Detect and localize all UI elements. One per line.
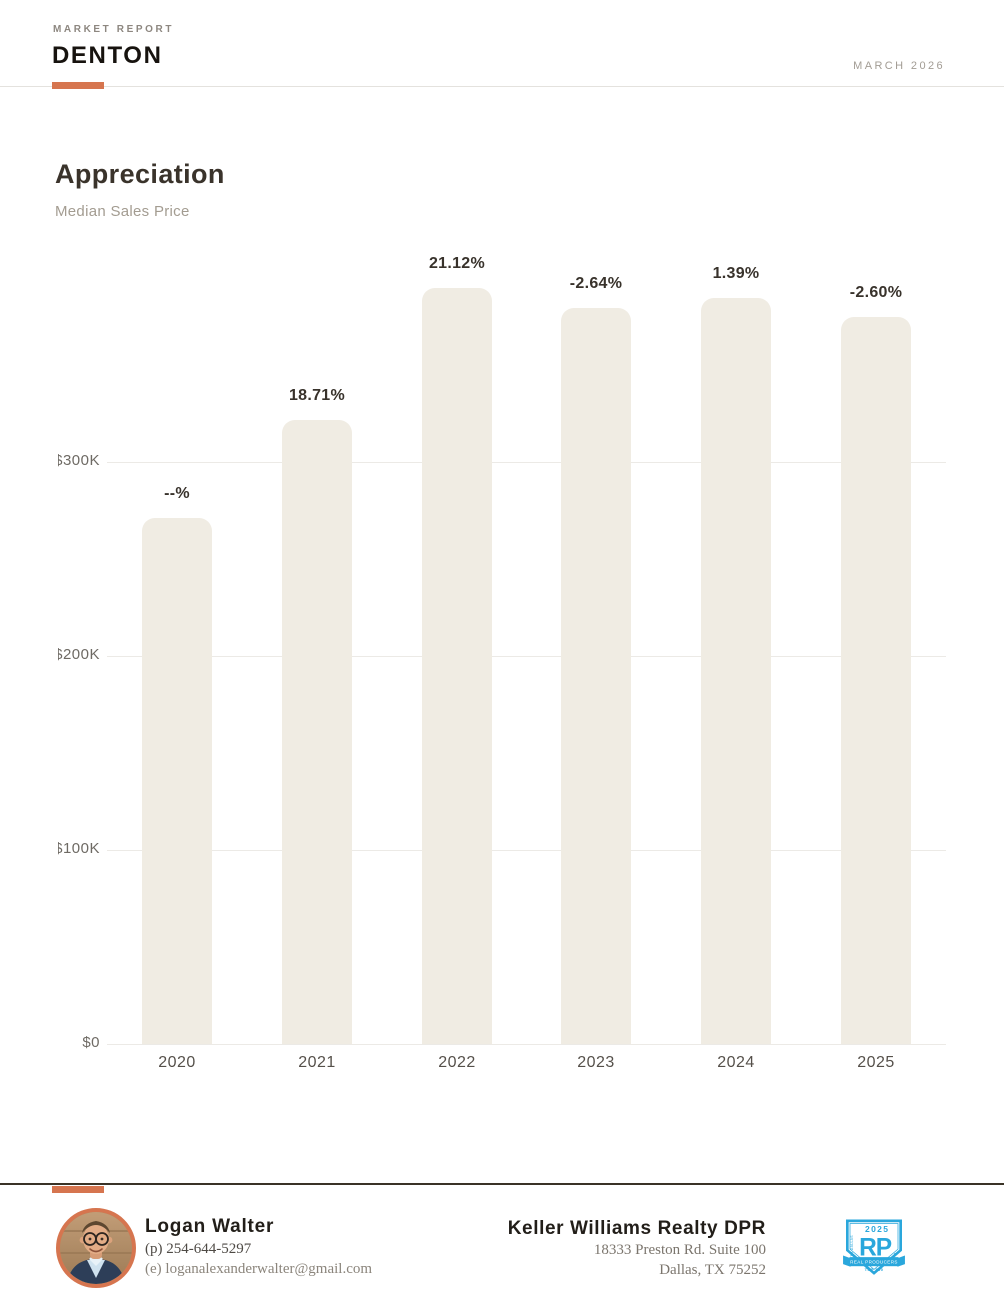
- report-date: MARCH 2026: [853, 60, 945, 72]
- rp-shield-icon: 2025 NORTH DALLAS RP REAL PRODUCERS TOP …: [843, 1219, 905, 1275]
- footer-divider: [0, 1183, 1004, 1185]
- x-axis-tick-label: 2024: [717, 1054, 755, 1071]
- bar-2023: [561, 308, 631, 1044]
- y-axis-tick-label: $300K: [58, 452, 100, 469]
- y-axis-tick-label: $200K: [58, 646, 100, 663]
- agent-phone: (p) 254-644-5297: [145, 1241, 252, 1257]
- bar-2025: [841, 317, 911, 1044]
- office-address-line2: Dallas, TX 75252: [659, 1262, 766, 1278]
- x-axis-tick-label: 2020: [158, 1054, 196, 1071]
- bar-value-label: -2.64%: [569, 275, 623, 292]
- header-divider: [0, 86, 1004, 87]
- page-title-city: DENTON: [52, 42, 163, 69]
- y-axis-tick-label: $0: [82, 1034, 100, 1051]
- x-axis-tick-label: 2021: [298, 1054, 336, 1071]
- office-name: Keller Williams Realty DPR: [507, 1218, 766, 1239]
- bar-2020: [142, 518, 212, 1044]
- gridline: [107, 656, 946, 657]
- bar-value-label: --%: [164, 485, 190, 502]
- bar-2022: [422, 288, 492, 1044]
- badge-year: 2025: [865, 1224, 889, 1234]
- badge-region: NORTH DALLAS: [850, 1235, 854, 1266]
- y-axis-tick: $100K: [58, 840, 100, 860]
- badge-tier: TOP 500: [865, 1267, 884, 1272]
- x-axis-tick-label: 2025: [857, 1054, 895, 1071]
- bar-2024: [701, 298, 771, 1044]
- agent-email: (e) loganalexanderwalter@gmail.com: [145, 1261, 373, 1277]
- bar-value-label: 1.39%: [712, 265, 760, 282]
- report-eyebrow: MARKET REPORT: [53, 24, 175, 35]
- agent-portrait-illustration: [60, 1212, 132, 1284]
- agent-name: Logan Walter: [145, 1216, 275, 1237]
- bar-value-label: 18.71%: [288, 387, 346, 404]
- bar-value-label: -2.60%: [849, 284, 903, 301]
- appreciation-bar-chart: $0 $100K $200K $300K --% 2020 18.71% 2021 21.12%…: [0, 250, 1004, 1080]
- y-axis-tick: $300K: [58, 452, 100, 472]
- badge-initials: RP: [859, 1235, 892, 1262]
- bar-2021: [282, 420, 352, 1044]
- agent-avatar: [56, 1208, 136, 1288]
- section-subtitle: Median Sales Price: [55, 203, 190, 220]
- badge-ribbon-text: REAL PRODUCERS: [850, 1260, 898, 1265]
- footer-accent-bar: [52, 1186, 104, 1193]
- bar-value-label: 21.12%: [428, 255, 486, 272]
- y-axis-tick: $200K: [58, 646, 100, 666]
- gridline: [107, 462, 946, 463]
- office-address-line1: 18333 Preston Rd. Suite 100: [593, 1242, 766, 1258]
- gridline: [107, 850, 946, 851]
- x-axis-tick-label: 2023: [577, 1054, 615, 1071]
- real-producers-badge: 2025 NORTH DALLAS RP REAL PRODUCERS TOP …: [842, 1217, 906, 1277]
- y-axis-tick-label: $100K: [58, 840, 100, 857]
- gridline: [107, 1044, 946, 1045]
- x-axis-tick-label: 2022: [438, 1054, 476, 1071]
- header-accent-bar: [52, 82, 104, 89]
- section-title: Appreciation: [55, 159, 225, 189]
- y-axis-tick: $0: [58, 1034, 100, 1054]
